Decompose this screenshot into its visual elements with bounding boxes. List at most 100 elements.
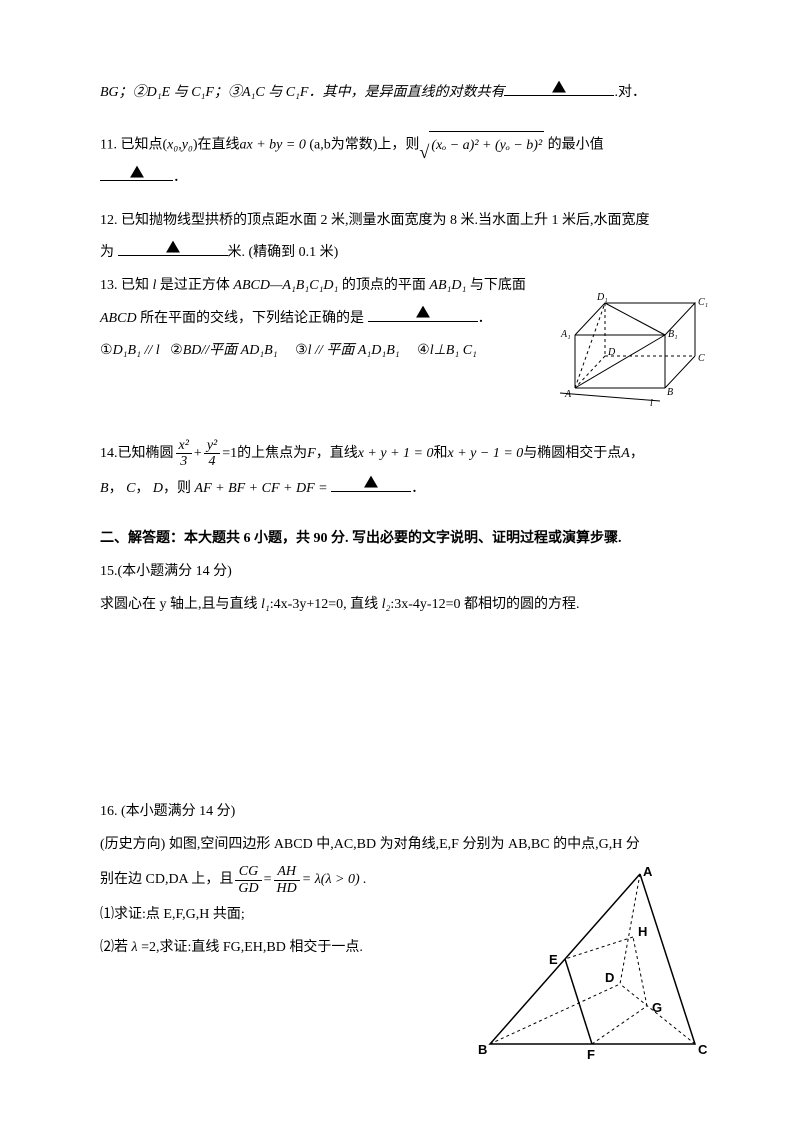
q16-frac1: CGGD [235,864,261,896]
q13-cube: ABCD—A₁B₁C₁D₁ [233,278,338,293]
q15-l1: l₁ [261,597,270,612]
q16-l2a: 别在边 CD,DA 上，且 [100,872,233,887]
q14-frac2: y²4 [204,438,220,470]
q12-line2: 为 米. (精确到 0.1 米) [100,240,710,267]
q15-a: 求圆心在 y 轴上,且与直线 [100,597,261,612]
q16-p2a: ⑵若 [100,940,128,955]
q14-pre: 14.已知椭圆 [100,446,174,461]
q13-o1b: D₁B₁ // l [113,343,160,358]
q10-bg: BG；② [100,85,147,100]
q16-hist: (历史方向) 如图,空间四边形 ABCD 中,AC,BD 为对角线,E,F 分别… [100,832,710,859]
q16-frac2: AHHD [274,864,300,896]
q13-o3b: l // 平面 A₁D₁B₁ [308,343,400,358]
q13-o2b: BD//平面 AD₁B₁ [183,343,278,358]
q16-l2b: = λ(λ > 0) . [302,872,367,887]
triangle-icon [130,165,144,177]
q14-f1n: x² [176,438,192,454]
tetra-svg: A B C D E F G H [475,864,710,1069]
svg-text:D: D [607,347,616,358]
svg-text:A₁: A₁ [560,329,571,340]
q15-b: :4x-3y+12=0, 直线 [270,597,382,612]
q10-blank [504,82,614,96]
q14-le1: x + y + 1 = 0 [358,446,434,461]
q11-mid1: )在直线 [193,137,240,152]
q11-eq: ax + by = 0 [240,137,306,152]
q15-head: 15.(本小题满分 14 分) [100,559,710,586]
q14-F: F [307,446,316,461]
q16-f2d: HD [274,881,300,896]
q10-tail: BG；②D₁E 与 C₁F；③A₁C 与 C₁F．其中，是异面直线的对数共有 .对… [100,80,710,107]
triangle-icon [364,476,378,488]
q13-abcd: ABCD [100,311,137,326]
q16-f2n: AH [274,864,300,880]
q14-plus: + [194,446,202,461]
q13-o2a: ② [170,343,183,358]
triangle-icon [416,306,430,318]
q14-line1: 14.已知椭圆x²3+y²4=1的上焦点为F，直线x + y + 1 = 0和x… [100,438,710,470]
q14-A: A [621,446,630,461]
q13-l1d: 与下底面 [466,278,526,293]
q16-figure: A B C D E F G H [475,864,710,1069]
q14-line2: B， C， D，则 AF + BF + CF + DF = ． [100,476,710,503]
q14-f2n: y² [204,438,220,454]
q13-o1a: ① [100,343,113,358]
q14-c2: ， [135,481,149,496]
q13-o3a: ③ [295,343,308,358]
triangle-icon [552,80,566,92]
q16-f1d: GD [235,881,261,896]
q13-l1a: 13. 已知 [100,278,153,293]
q12-suf: 米. (精确到 0.1 米) [228,245,339,260]
svg-text:B: B [667,387,673,398]
q16-head: 16. (本小题满分 14 分) [100,799,710,826]
svg-text:D₁: D₁ [596,292,608,303]
svg-text:C₁: C₁ [698,297,708,308]
q11-sqrt-body: (xₒ − a)² + (yₒ − b)² [429,131,544,160]
q14-c1: ， [109,481,123,496]
q14-and: 和 [434,446,448,461]
q11-prefix: 11. 已知点( [100,137,167,152]
q11-sqrt: √(xₒ − a)² + (yₒ − b)² [419,131,544,160]
q14-eq1: =1的上焦点为 [222,446,307,461]
q15-body: 求圆心在 y 轴上,且与直线 l₁:4x-3y+12=0, 直线 l₂:3x-4… [100,592,710,619]
q11-blank-line: ． [100,165,710,192]
q13-o4a: ④ [417,343,430,358]
q14-blank [331,478,411,492]
q13-l1b: 是过正方体 [156,278,233,293]
q14-C: C [126,481,135,496]
svg-text:C: C [698,1042,708,1057]
q15-c: :3x-4y-12=0 都相切的圆的方程. [390,597,579,612]
q16-p2b: =2,求证:直线 FG,EH,BD 相交于一点. [141,940,363,955]
q16-eq: = [264,872,272,887]
q11-dot: ． [173,170,187,185]
q12-blank [118,242,228,256]
q14-comma: ， [630,446,644,461]
triangle-icon [166,240,180,252]
q14-D: D [153,481,163,496]
q14-suf: ． [411,481,425,496]
q13-l2s: ． [478,311,492,326]
q14-le2: x + y − 1 = 0 [448,446,524,461]
svg-text:C: C [698,353,705,364]
section2-title: 二、解答题：本大题共 6 小题，共 90 分. 写出必要的文字说明、证明过程或演… [100,526,710,553]
q14-frac1: x²3 [176,438,192,470]
q13-wrap: A₁ B₁ C₁ D₁ A B C D l 13. 已知 l 是过正方体 ABC… [100,273,710,365]
svg-text:E: E [549,952,558,967]
q14-sum: AF + BF + CF + DF = [195,481,328,496]
svg-text:G: G [652,1000,662,1015]
svg-text:D: D [605,970,614,985]
q11-blank [100,167,173,181]
q10-suffix: .对． [614,85,646,100]
q11-paren: (a,b为常数)上，则 [306,137,420,152]
q14-f2d: 4 [204,454,220,469]
q11-point: x₀,y₀ [167,137,193,152]
svg-text:F: F [587,1047,595,1062]
q14-l2mid: ，则 [163,481,191,496]
q10-pairs: D₁E 与 C₁F；③A₁C 与 C₁F．其中，是异面直线的对数共有 [147,85,505,100]
svg-text:B₁: B₁ [668,329,678,340]
q16-body-wrap: A B C D E F G H 别在边 CD,DA 上，且CGGD=AHHD= … [100,864,710,961]
q11: 11. 已知点(x₀,y₀)在直线ax + by = 0 (a,b为常数)上，则… [100,131,710,160]
q11-suffix: 的最小值 [544,137,604,152]
q16-f1n: CG [235,864,261,880]
q13-o4b: l⊥B₁ C₁ [430,343,477,358]
cube-svg: A₁ B₁ C₁ D₁ A B C D l [555,273,710,408]
